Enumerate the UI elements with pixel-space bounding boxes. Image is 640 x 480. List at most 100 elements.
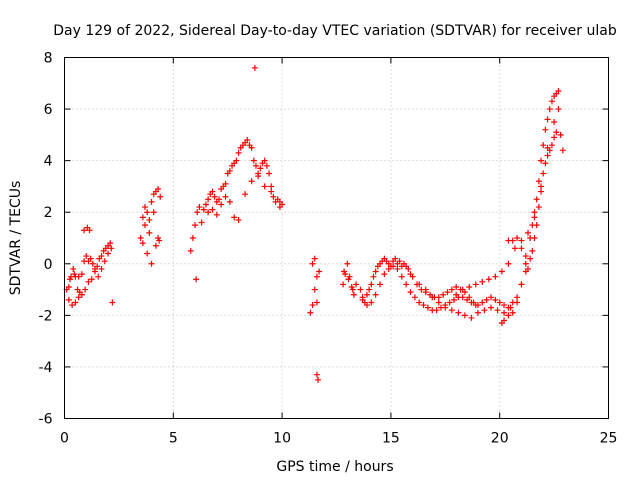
data-point: [522, 253, 529, 260]
data-point: [75, 273, 82, 280]
y-tick-label: -2: [39, 308, 53, 324]
data-point: [518, 237, 525, 244]
data-point: [546, 106, 553, 113]
data-point: [359, 296, 366, 303]
data-point: [202, 201, 209, 208]
grid: [64, 57, 609, 419]
data-point: [531, 235, 538, 241]
data-point: [250, 157, 257, 164]
data-point: [381, 271, 388, 278]
data-point: [461, 312, 468, 319]
data-point: [350, 291, 357, 298]
data-point: [209, 188, 216, 195]
data-point: [311, 255, 318, 262]
data-point: [144, 209, 151, 216]
data-point: [137, 235, 144, 241]
data-point: [155, 235, 162, 241]
data-point: [66, 276, 73, 283]
data-point: [551, 118, 558, 125]
y-tick-label: 4: [44, 154, 53, 170]
data-point: [405, 265, 412, 272]
data-point: [148, 260, 155, 267]
data-point: [205, 196, 212, 203]
data-point: [142, 222, 149, 229]
x-tick-label: 5: [169, 431, 178, 447]
data-point: [459, 294, 466, 301]
data-point: [98, 265, 105, 272]
data-point: [349, 286, 356, 293]
data-point: [368, 299, 375, 306]
data-point: [466, 283, 473, 290]
data-point: [213, 211, 220, 218]
data-point: [551, 134, 558, 141]
data-point: [377, 281, 384, 288]
data-point: [87, 255, 94, 262]
data-point: [72, 299, 79, 306]
data-point: [481, 307, 488, 314]
data-point: [309, 302, 316, 309]
data-point: [263, 162, 270, 169]
data-point: [315, 376, 322, 383]
data-point: [189, 235, 196, 241]
data-point: [205, 209, 212, 216]
axis-ticks: [64, 57, 609, 419]
data-point: [555, 88, 562, 95]
data-point: [372, 291, 379, 298]
data-point: [211, 193, 218, 200]
data-point: [553, 129, 560, 136]
data-point: [533, 222, 540, 229]
data-point: [91, 268, 98, 275]
data-point: [105, 250, 112, 257]
data-point: [535, 204, 542, 211]
data-point: [95, 273, 102, 280]
data-point: [88, 276, 95, 283]
data-point: [70, 265, 77, 272]
data-point: [248, 178, 255, 185]
data-point: [507, 304, 514, 311]
data-point: [194, 209, 201, 216]
data-point: [435, 299, 442, 306]
data-point: [390, 263, 397, 270]
data-point: [235, 216, 242, 223]
data-point: [411, 294, 418, 301]
data-point: [409, 273, 416, 280]
data-point: [252, 162, 259, 169]
data-point: [416, 299, 423, 306]
data-point: [148, 198, 155, 205]
data-point: [557, 131, 564, 138]
data-point: [231, 214, 238, 221]
y-tick-label: 0: [44, 257, 53, 273]
data-point: [311, 286, 318, 293]
data-point: [340, 281, 347, 288]
data-point: [266, 170, 273, 177]
data-point: [75, 294, 82, 301]
x-axis-label: GPS time / hours: [276, 459, 393, 475]
data-point: [511, 245, 518, 252]
y-tick-labels: -6 -4 -2 0 2 4 6 8: [39, 51, 53, 428]
data-point: [540, 170, 547, 177]
data-point: [464, 296, 471, 303]
data-point: [222, 180, 229, 187]
data-point: [524, 265, 531, 272]
data-point: [448, 286, 455, 293]
data-point: [498, 268, 505, 275]
data-point: [193, 276, 200, 283]
data-point: [555, 106, 562, 113]
data-point: [218, 201, 225, 208]
data-point: [316, 268, 323, 275]
data-point: [522, 260, 529, 267]
data-point: [71, 271, 78, 278]
data-point: [363, 291, 370, 298]
data-point: [468, 299, 475, 306]
data-point: [487, 294, 494, 301]
data-point: [226, 167, 233, 174]
data-point: [524, 229, 531, 236]
data-point: [270, 193, 277, 200]
data-point: [215, 196, 222, 203]
data-point: [392, 255, 399, 262]
x-tick-label: 15: [382, 431, 400, 447]
data-point: [416, 281, 423, 288]
y-axis-label: SDTVAR / TECUs: [8, 181, 24, 296]
data-point: [144, 250, 151, 257]
data-point: [139, 214, 146, 221]
